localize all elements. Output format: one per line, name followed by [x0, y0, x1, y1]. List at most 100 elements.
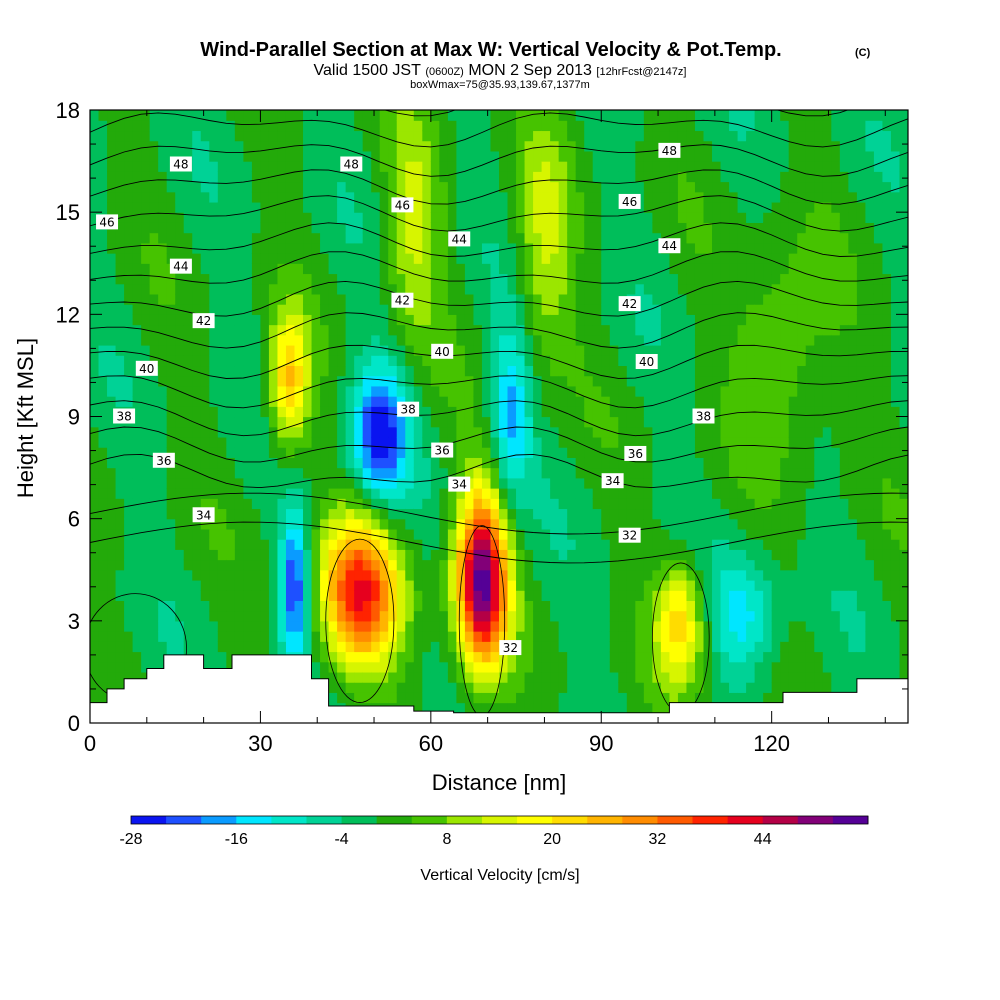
velocity-cell — [447, 191, 457, 203]
velocity-cell — [107, 528, 117, 540]
velocity-cell — [737, 651, 747, 663]
velocity-cell — [209, 242, 219, 254]
velocity-cell — [107, 120, 117, 132]
velocity-cell — [788, 314, 798, 326]
velocity-cell — [328, 314, 338, 326]
velocity-cell — [737, 559, 747, 571]
velocity-cell — [345, 150, 355, 162]
velocity-cell — [192, 324, 202, 336]
velocity-cell — [405, 171, 415, 183]
velocity-cell — [277, 641, 287, 653]
velocity-cell — [601, 150, 611, 162]
velocity-cell — [379, 590, 389, 601]
velocity-cell — [464, 488, 475, 499]
velocity-cell — [567, 631, 577, 642]
velocity-cell — [550, 385, 560, 397]
velocity-cell — [413, 293, 423, 305]
velocity-cell — [746, 549, 756, 561]
velocity-cell — [200, 365, 210, 377]
velocity-cell — [626, 334, 636, 346]
velocity-cell — [490, 528, 500, 540]
velocity-cell — [107, 600, 117, 612]
velocity-cell — [507, 518, 517, 530]
velocity-cell — [200, 344, 210, 356]
velocity-cell — [285, 631, 296, 642]
velocity-cell — [499, 539, 509, 550]
velocity-cell — [516, 324, 526, 336]
velocity-cell — [200, 375, 210, 387]
velocity-cell — [217, 232, 227, 244]
velocity-cell — [396, 426, 406, 438]
velocity-cell — [558, 171, 568, 183]
velocity-cell — [209, 355, 219, 367]
velocity-cell — [626, 579, 636, 591]
velocity-cell — [652, 610, 662, 622]
velocity-cell — [677, 590, 688, 601]
velocity-cell — [584, 161, 594, 172]
velocity-cell — [158, 201, 168, 213]
velocity-cell — [183, 181, 193, 193]
velocity-cell — [720, 181, 730, 193]
velocity-cell — [388, 518, 398, 530]
velocity-cell — [490, 242, 500, 254]
velocity-cell — [541, 539, 551, 550]
velocity-cell — [499, 528, 509, 540]
velocity-cell — [754, 110, 764, 121]
velocity-cell — [550, 171, 560, 183]
velocity-cell — [158, 293, 168, 305]
velocity-cell — [464, 620, 475, 632]
velocity-cell — [268, 610, 279, 622]
velocity-cell — [311, 181, 321, 193]
velocity-cell — [746, 508, 756, 520]
velocity-cell — [712, 631, 722, 642]
velocity-cell — [464, 181, 475, 193]
velocity-cell — [712, 283, 722, 295]
velocity-cell — [226, 549, 236, 561]
chart-subtitle-box: boxWmax=75@35.93,139.67,1377m — [410, 79, 590, 91]
velocity-cell — [660, 600, 671, 612]
velocity-cell — [456, 181, 466, 193]
velocity-cell — [626, 590, 636, 601]
velocity-cell — [337, 396, 347, 407]
velocity-cell — [643, 467, 653, 479]
velocity-cell — [192, 130, 202, 142]
velocity-cell — [447, 416, 457, 428]
velocity-cell — [473, 569, 483, 581]
velocity-cell — [660, 508, 671, 520]
velocity-cell — [473, 110, 483, 121]
velocity-cell — [533, 161, 543, 172]
velocity-cell — [362, 344, 372, 356]
velocity-cell — [285, 457, 296, 469]
velocity-cell — [754, 528, 764, 540]
velocity-cell — [635, 314, 645, 326]
velocity-cell — [771, 467, 781, 479]
velocity-cell — [516, 344, 526, 356]
velocity-cell — [464, 396, 475, 407]
velocity-cell — [660, 273, 671, 285]
velocity-cell — [209, 590, 219, 601]
velocity-cell — [149, 283, 159, 295]
velocity-cell — [362, 661, 372, 673]
velocity-cell — [592, 620, 602, 632]
velocity-cell — [601, 457, 611, 469]
velocity-cell — [720, 579, 730, 591]
velocity-cell — [277, 457, 287, 469]
velocity-cell — [499, 232, 509, 244]
velocity-cell — [379, 263, 389, 275]
velocity-cell — [371, 549, 381, 561]
velocity-cell — [379, 181, 389, 193]
velocity-cell — [371, 569, 381, 581]
velocity-cell — [354, 130, 364, 142]
velocity-cell — [490, 396, 500, 407]
velocity-cell — [115, 620, 125, 632]
velocity-cell — [294, 528, 304, 540]
velocity-cell — [626, 477, 636, 489]
velocity-cell — [405, 539, 415, 550]
velocity-cell — [379, 447, 389, 458]
velocity-cell — [507, 150, 517, 162]
velocity-cell — [609, 661, 619, 673]
velocity-cell — [481, 620, 492, 632]
velocity-cell — [754, 201, 764, 213]
velocity-cell — [729, 375, 739, 387]
velocity-cell — [686, 651, 696, 663]
